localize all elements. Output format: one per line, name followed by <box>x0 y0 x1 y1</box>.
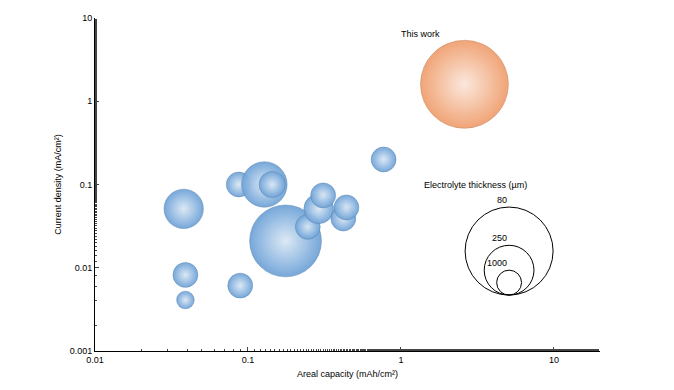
svg-text:0.1: 0.1 <box>242 355 255 365</box>
svg-text:1: 1 <box>398 355 403 365</box>
svg-text:0.001: 0.001 <box>70 346 93 356</box>
svg-text:Areal capacity (mAh/cm²): Areal capacity (mAh/cm²) <box>297 369 398 379</box>
svg-text:80: 80 <box>497 195 507 205</box>
svg-text:1000: 1000 <box>487 258 507 268</box>
svg-text:0.01: 0.01 <box>75 263 93 273</box>
svg-text:250: 250 <box>492 233 507 243</box>
svg-text:This work: This work <box>401 29 440 39</box>
svg-text:0.01: 0.01 <box>86 355 104 365</box>
svg-text:10: 10 <box>82 13 92 23</box>
svg-text:0.1: 0.1 <box>80 180 93 190</box>
svg-text:1: 1 <box>87 96 92 106</box>
svg-text:10: 10 <box>549 355 559 365</box>
svg-text:Current density (mA/cm²): Current density (mA/cm²) <box>53 134 63 235</box>
svg-text:Electrolyte thickness (µm): Electrolyte thickness (µm) <box>424 180 527 190</box>
